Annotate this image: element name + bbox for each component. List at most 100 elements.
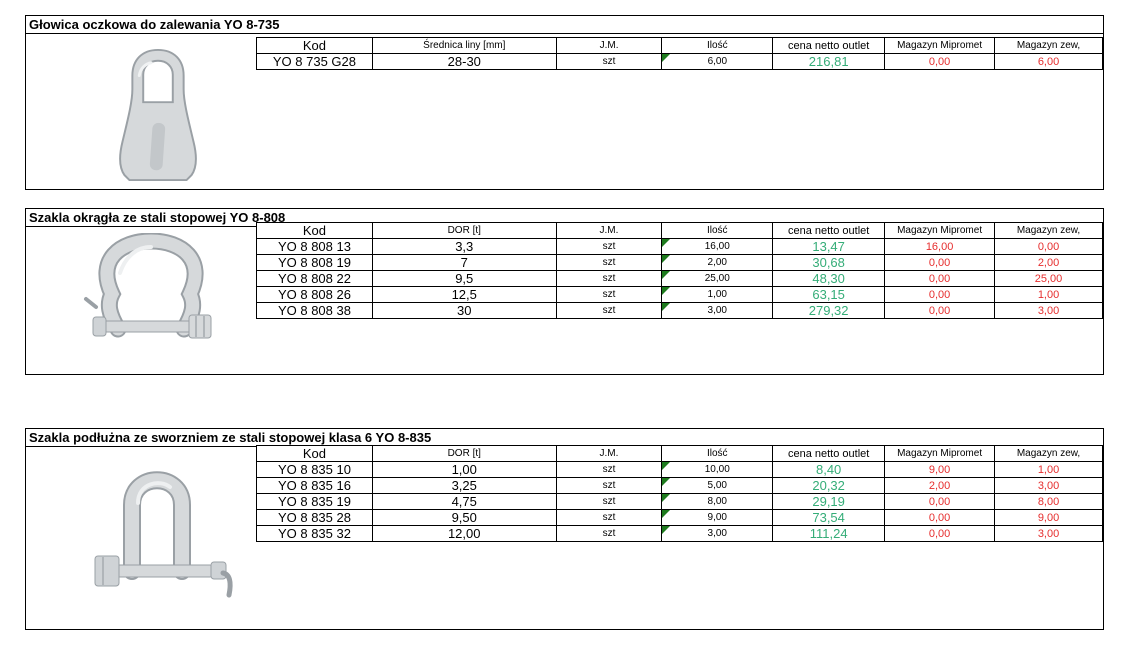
cell-ilosc: 3,00 (661, 525, 774, 542)
cell-param: 28-30 (371, 53, 557, 70)
cell-mipromet: 0,00 (884, 509, 996, 526)
column-header-param: DOR [t] (371, 445, 557, 462)
cell-mipromet: 0,00 (884, 302, 996, 319)
cell-param: 9,50 (371, 509, 557, 526)
cell-cena: 13,47 (772, 238, 886, 255)
dee-shackle-image (94, 471, 233, 598)
table-row: YO 8 808 22 9,5 szt 25,00 48,30 0,00 25,00 (256, 270, 1103, 287)
cell-zew: 1,00 (994, 461, 1103, 478)
column-header-ilosc: Ilość (661, 222, 774, 239)
header-row: Kod Średnica liny [mm] J.M. Ilość cena n… (256, 37, 1103, 54)
cell-mipromet: 0,00 (884, 493, 996, 510)
column-header-cena: cena netto outlet (772, 222, 886, 239)
cell-zew: 25,00 (994, 270, 1103, 287)
cell-zew: 1,00 (994, 286, 1103, 303)
green-corner-flag-icon (662, 510, 671, 518)
product-section-yo8735: Głowica oczkowa do zalewania YO 8-735 Ko… (25, 15, 1104, 190)
cell-cena: 30,68 (772, 254, 886, 271)
table-row: YO 8 808 38 30 szt 3,00 279,32 0,00 3,00 (256, 302, 1103, 319)
cell-param: 12,00 (371, 525, 557, 542)
column-header-cena: cena netto outlet (772, 37, 886, 54)
cell-mipromet: 16,00 (884, 238, 996, 255)
cell-jm: szt (555, 493, 663, 510)
cell-mipromet: 2,00 (884, 477, 996, 494)
cell-param: 3,3 (371, 238, 557, 255)
cell-param: 12,5 (371, 286, 557, 303)
cell-cena: 29,19 (772, 493, 886, 510)
cell-zew: 9,00 (994, 509, 1103, 526)
cell-zew: 2,00 (994, 254, 1103, 271)
table-row: YO 8 735 G28 28-30 szt 6,00 216,81 0,00 6,00 (256, 53, 1103, 70)
cell-mipromet: 0,00 (884, 254, 996, 271)
cell-mipromet: 9,00 (884, 461, 996, 478)
cell-jm: szt (555, 461, 663, 478)
table-row: YO 8 835 10 1,00 szt 10,00 8,40 9,00 1,00 (256, 461, 1103, 478)
cell-param: 7 (371, 254, 557, 271)
column-header-kod: Kod (256, 222, 373, 239)
cell-mipromet: 0,00 (884, 53, 996, 70)
product-section-yo8835: Szakla podłużna ze sworzniem ze stali st… (25, 428, 1104, 630)
table-row: YO 8 808 13 3,3 szt 16,00 13,47 16,00 0,00 (256, 238, 1103, 255)
cell-mipromet: 0,00 (884, 525, 996, 542)
green-corner-flag-icon (662, 255, 671, 263)
green-corner-flag-icon (662, 303, 671, 311)
cell-kod: YO 8 808 26 (256, 286, 373, 303)
green-corner-flag-icon (662, 494, 671, 502)
column-header-jm: J.M. (555, 222, 663, 239)
cell-kod: YO 8 835 10 (256, 461, 373, 478)
table-row: YO 8 835 19 4,75 szt 8,00 29,19 0,00 8,00 (256, 493, 1103, 510)
cell-ilosc: 6,00 (661, 53, 774, 70)
green-corner-flag-icon (662, 526, 671, 534)
cell-param: 4,75 (371, 493, 557, 510)
cell-kod: YO 8 808 13 (256, 238, 373, 255)
cell-kod: YO 8 835 28 (256, 509, 373, 526)
cell-cena: 216,81 (772, 53, 886, 70)
cell-kod: YO 8 808 38 (256, 302, 373, 319)
cell-kod: YO 8 808 19 (256, 254, 373, 271)
cell-ilosc: 16,00 (661, 238, 774, 255)
cell-cena: 111,24 (772, 525, 886, 542)
cell-jm: szt (555, 270, 663, 287)
column-header-jm: J.M. (555, 445, 663, 462)
cell-kod: YO 8 835 19 (256, 493, 373, 510)
column-header-zew: Magazyn zew, (994, 445, 1103, 462)
header-row: Kod DOR [t] J.M. Ilość cena netto outlet… (256, 445, 1103, 462)
cell-param: 9,5 (371, 270, 557, 287)
cell-ilosc: 1,00 (661, 286, 774, 303)
cell-jm: szt (555, 254, 663, 271)
cell-ilosc: 5,00 (661, 477, 774, 494)
cell-ilosc: 3,00 (661, 302, 774, 319)
product-table: Kod Średnica liny [mm] J.M. Ilość cena n… (256, 37, 1103, 70)
cell-jm: szt (555, 525, 663, 542)
cell-jm: szt (555, 302, 663, 319)
cell-param: 30 (371, 302, 557, 319)
column-header-mipromet: Magazyn Mipromet (884, 445, 996, 462)
spelter-socket-image (119, 48, 197, 182)
column-header-mipromet: Magazyn Mipromet (884, 222, 996, 239)
column-header-zew: Magazyn zew, (994, 222, 1103, 239)
product-table: Kod DOR [t] J.M. Ilość cena netto outlet… (256, 222, 1103, 319)
table-row: YO 8 808 26 12,5 szt 1,00 63,15 0,00 1,00 (256, 286, 1103, 303)
column-header-jm: J.M. (555, 37, 663, 54)
cell-cena: 63,15 (772, 286, 886, 303)
column-header-ilosc: Ilość (661, 445, 774, 462)
green-corner-flag-icon (662, 271, 671, 279)
green-corner-flag-icon (662, 54, 671, 62)
cell-kod: YO 8 835 16 (256, 477, 373, 494)
product-section-yo8808: Szakla okrągła ze stali stopowej YO 8-80… (25, 208, 1104, 375)
column-header-cena: cena netto outlet (772, 445, 886, 462)
column-header-param: DOR [t] (371, 222, 557, 239)
cell-ilosc: 2,00 (661, 254, 774, 271)
section-title: Głowica oczkowa do zalewania YO 8-735 (26, 16, 1103, 34)
bow-shackle-image (84, 233, 212, 339)
cell-kod: YO 8 808 22 (256, 270, 373, 287)
table-row: YO 8 835 32 12,00 szt 3,00 111,24 0,00 3,00 (256, 525, 1103, 542)
green-corner-flag-icon (662, 239, 671, 247)
cell-cena: 20,32 (772, 477, 886, 494)
cell-jm: szt (555, 238, 663, 255)
cell-mipromet: 0,00 (884, 270, 996, 287)
column-header-kod: Kod (256, 445, 373, 462)
cell-ilosc: 9,00 (661, 509, 774, 526)
green-corner-flag-icon (662, 462, 671, 470)
